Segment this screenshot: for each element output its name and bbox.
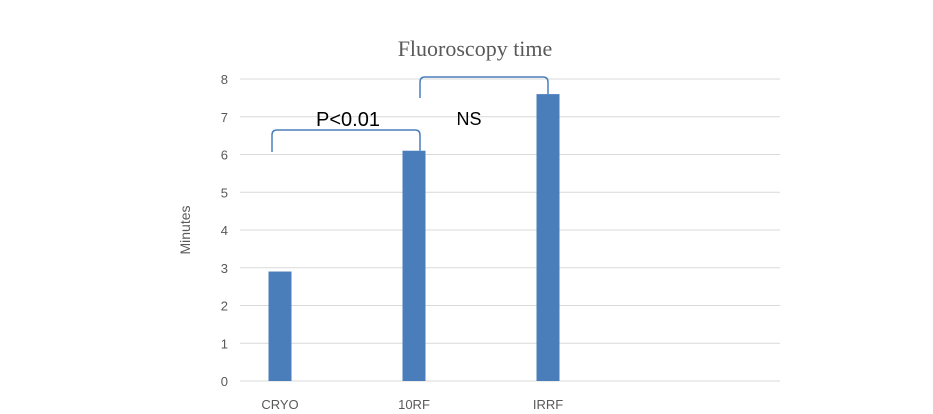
x-tick-label: CRYO: [261, 397, 298, 412]
significance-bracket: [271, 129, 421, 152]
y-tick-label: 6: [221, 148, 228, 163]
bar-10rf: [402, 150, 426, 381]
y-axis-ticks: 0 1 2 3 4 5 6 7 8: [221, 72, 228, 389]
x-tick-label: 10RF: [398, 397, 430, 412]
y-tick-label: 2: [221, 299, 228, 314]
x-tick-label: IRRF: [533, 397, 563, 412]
x-axis-ticks: CRYO 10RF IRRF: [261, 397, 563, 412]
y-tick-label: 3: [221, 261, 228, 276]
significance-annotations: P<0.01 NS: [271, 76, 549, 152]
bar-irrf: [536, 94, 560, 381]
chart-title: Fluoroscopy time: [398, 36, 553, 61]
y-axis-label: Minutes: [177, 205, 193, 254]
significance-label: NS: [456, 109, 481, 129]
y-tick-label: 8: [221, 72, 228, 87]
y-tick-label: 4: [221, 223, 228, 238]
significance-bracket: [419, 76, 549, 98]
bars: [268, 94, 560, 381]
y-tick-label: 1: [221, 336, 228, 351]
y-tick-label: 5: [221, 185, 228, 200]
y-tick-label: 0: [221, 374, 228, 389]
bar-cryo: [268, 271, 292, 381]
gridlines: [240, 78, 780, 382]
y-tick-label: 7: [221, 110, 228, 125]
significance-label: P<0.01: [316, 109, 380, 131]
